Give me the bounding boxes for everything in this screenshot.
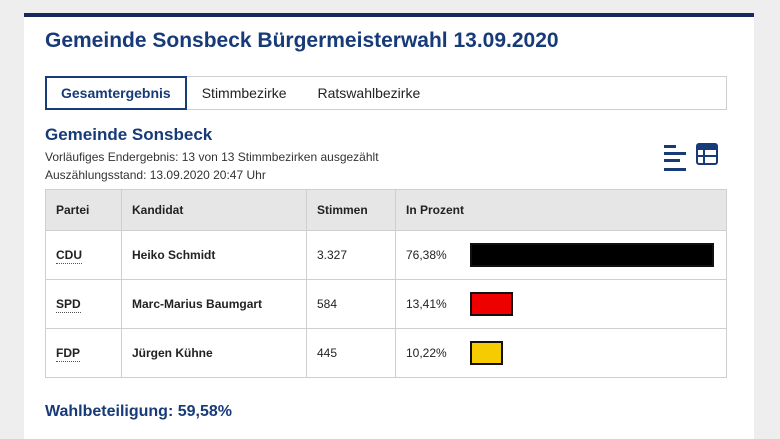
percent-bar [470,292,513,316]
party-abbr-spd[interactable]: SPD [56,297,81,313]
percent-bar [470,243,714,267]
turnout-summary: Wahlbeteiligung: 59,58% [45,403,232,420]
tab-gesamtergebnis[interactable]: Gesamtergebnis [45,76,187,110]
tab-stimmbezirke[interactable]: Stimmbezirke [201,85,287,101]
header-prozent[interactable]: In Prozent [395,189,727,231]
percent-value: 13,41% [406,297,447,311]
party-abbr-fdp[interactable]: FDP [56,346,80,362]
header-stimmen[interactable]: Stimmen [306,189,396,231]
header-partei[interactable]: Partei [45,189,122,231]
table-header-row: Partei Kandidat Stimmen In Prozent [45,189,727,231]
table-row: FDP Jürgen Kühne 445 10,22% [45,328,727,378]
view-toggle [664,143,718,171]
percent-bar [470,341,503,365]
candidate-name: Marc-Marius Baumgart [121,279,307,329]
party-abbr-cdu[interactable]: CDU [56,248,82,264]
table-row: CDU Heiko Schmidt 3.327 76,38% [45,230,727,280]
page-title: Gemeinde Sonsbeck Bürgermeisterwahl 13.0… [45,29,559,52]
vote-count: 584 [306,279,396,329]
candidate-name: Jürgen Kühne [121,328,307,378]
candidate-name: Heiko Schmidt [121,230,307,280]
tab-bar: Gesamtergebnis Stimmbezirke Ratswahlbezi… [45,76,727,110]
table-view-icon[interactable] [696,143,718,171]
results-table: Partei Kandidat Stimmen In Prozent CDU H… [45,189,727,378]
vote-count: 445 [306,328,396,378]
percent-value: 10,22% [406,346,447,360]
count-timestamp: Auszählungsstand: 13.09.2020 20:47 Uhr [45,168,266,182]
tab-ratswahlbezirke[interactable]: Ratswahlbezirke [317,85,421,101]
election-card: Gemeinde Sonsbeck Bürgermeisterwahl 13.0… [24,13,754,439]
result-status: Vorläufiges Endergebnis: 13 von 13 Stimm… [45,150,379,164]
section-title: Gemeinde Sonsbeck [45,125,213,144]
table-row: SPD Marc-Marius Baumgart 584 13,41% [45,279,727,329]
percent-value: 76,38% [406,248,447,262]
vote-count: 3.327 [306,230,396,280]
header-kandidat[interactable]: Kandidat [121,189,307,231]
list-view-icon[interactable] [664,143,686,171]
